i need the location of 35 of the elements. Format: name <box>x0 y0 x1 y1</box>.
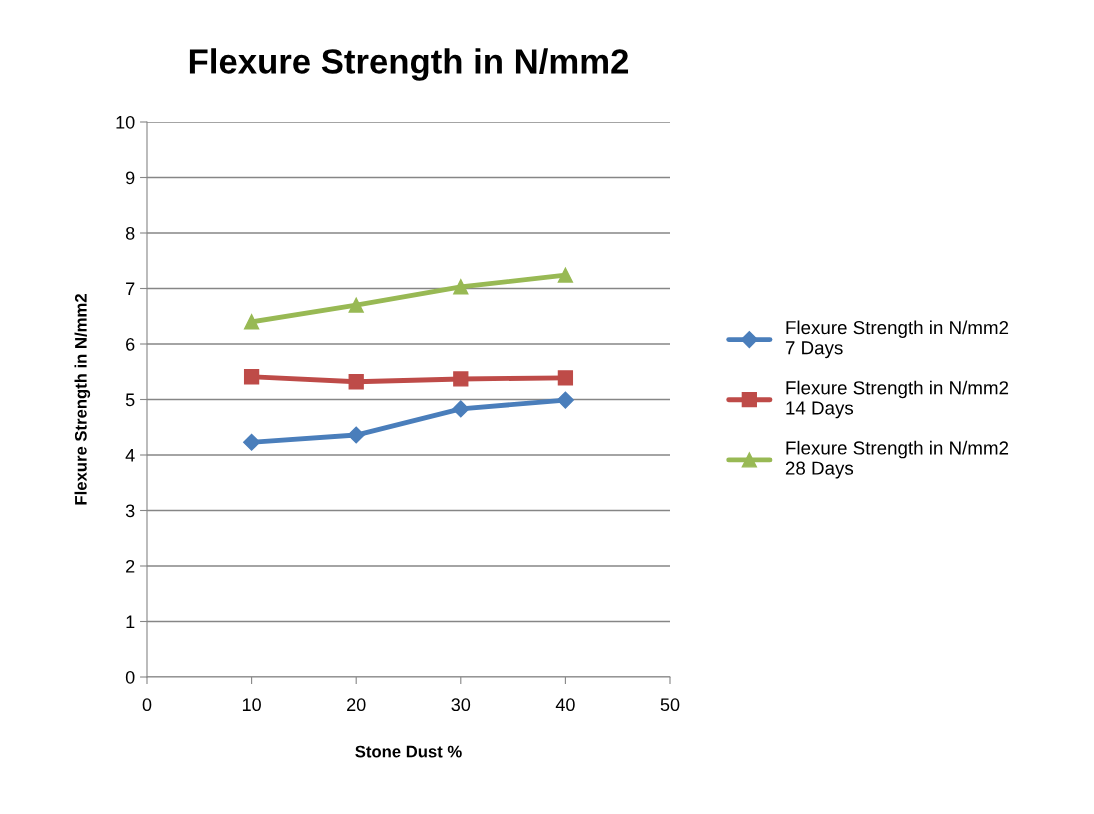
legend-label: Flexure Strength in N/mm2 7 Days <box>785 320 1009 359</box>
point <box>453 371 469 387</box>
chart-title: Flexure Strength in N/mm2 <box>189 48 629 81</box>
point <box>453 279 469 295</box>
y-tick-label: 7 <box>126 282 135 296</box>
y-tick-label: 3 <box>125 504 135 518</box>
point <box>557 370 574 386</box>
x-tick-label: 30 <box>451 698 471 712</box>
y-tick-label: 0 <box>125 670 135 684</box>
y-tick-label: 6 <box>126 337 135 351</box>
x-tick-label: 0 <box>142 698 152 712</box>
point <box>557 267 574 283</box>
y-tick-label: 5 <box>125 393 135 407</box>
x-axis-title: Stone Dust % <box>355 745 462 758</box>
point <box>348 297 364 313</box>
x-tick-label: 40 <box>555 698 575 712</box>
point <box>243 314 260 330</box>
y-tick-label: 10 <box>116 115 135 129</box>
y-tick-label: 8 <box>125 226 135 240</box>
point <box>347 426 365 444</box>
y-tick-label: 4 <box>125 449 135 462</box>
x-tick-label: 10 <box>242 698 261 712</box>
x-tick-label: 50 <box>660 698 680 712</box>
point <box>556 391 574 409</box>
y-tick-label: 9 <box>126 171 135 185</box>
y-tick-label: 2 <box>126 559 135 573</box>
point <box>348 374 364 390</box>
y-tick-label: 1 <box>126 615 135 629</box>
legend-label: Flexure Strength in N/mm2 14 Days <box>786 380 1009 419</box>
y-axis-title: Flexure Strength in N/mm2 <box>74 294 91 505</box>
point <box>243 369 260 385</box>
point <box>243 433 261 451</box>
point <box>452 400 470 418</box>
x-tick-label: 20 <box>347 698 366 712</box>
legend-label: Flexure Strength in N/mm2 28 Days <box>785 440 1009 479</box>
